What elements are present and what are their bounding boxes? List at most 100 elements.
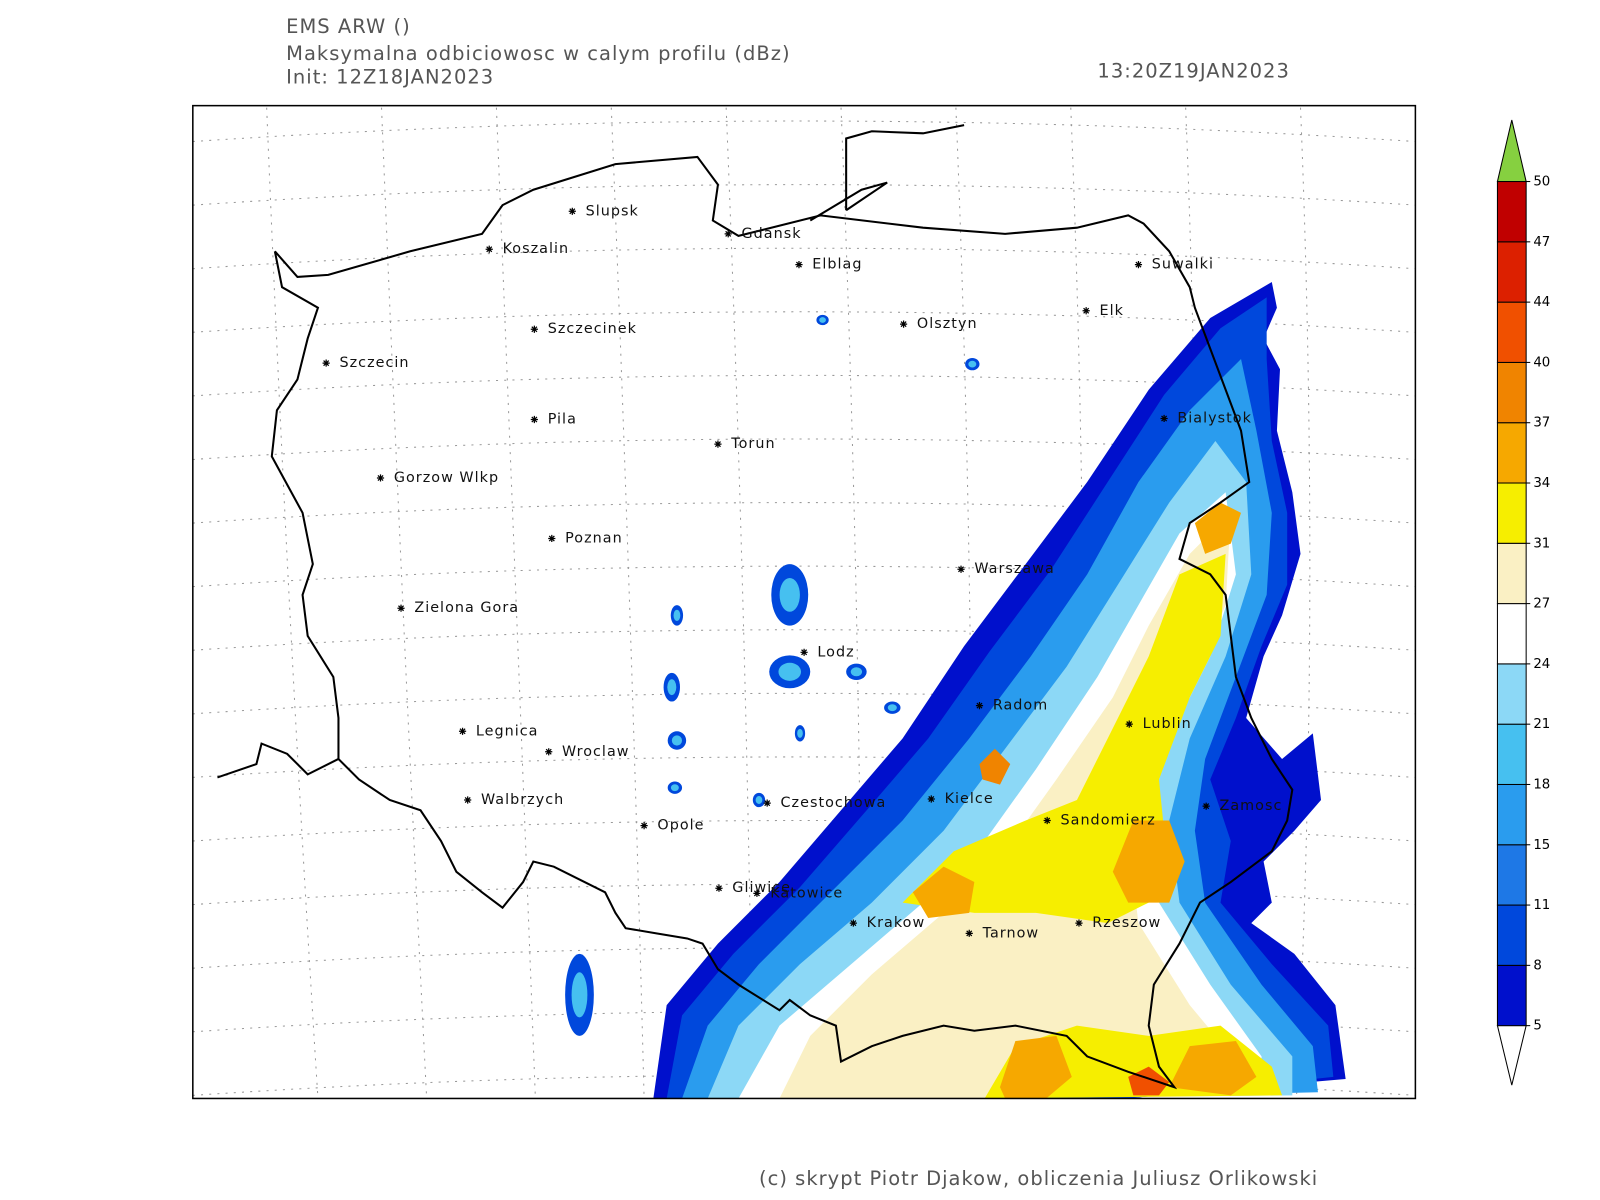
reflectivity-area xyxy=(779,512,1242,1099)
city-label: Zielona Gora xyxy=(414,600,519,616)
colorbar: 5 8 11 15 18 21 24 27 31 34 37 40 44 47 50 xyxy=(1496,119,1550,1086)
city-label: Legnica xyxy=(476,723,539,739)
graticule xyxy=(381,107,428,1099)
graticule xyxy=(610,107,645,1099)
coastline xyxy=(845,124,965,211)
colorbar-label: 24 xyxy=(1533,657,1550,672)
colorbar-below xyxy=(1496,1025,1527,1086)
city-label: Zamosc xyxy=(1219,798,1282,814)
reflectivity-area xyxy=(999,1035,1072,1099)
reflectivity-cell xyxy=(755,796,763,804)
city-label: Sandomierz xyxy=(1061,813,1156,829)
city-label: Suwalki xyxy=(1152,257,1214,273)
city-label: Slupsk xyxy=(586,203,639,219)
reflectivity-area xyxy=(1112,820,1185,903)
colorbar-band xyxy=(1496,361,1527,424)
city-label: Olsztyn xyxy=(917,316,978,332)
city-label: Bialystok xyxy=(1177,410,1251,426)
reflectivity-cell xyxy=(671,735,682,746)
city-label: Szczecin xyxy=(339,355,409,371)
city-label: Szczecinek xyxy=(548,321,637,337)
colorbar-label: 34 xyxy=(1533,476,1550,491)
city-marker xyxy=(1202,802,1210,810)
city-label: Elk xyxy=(1099,303,1123,319)
city-label: Wroclaw xyxy=(562,744,629,760)
graticule xyxy=(192,247,1416,270)
city-label: Czestochowa xyxy=(781,795,887,811)
graticule xyxy=(1295,107,1311,1099)
colorbar-band xyxy=(1496,301,1527,363)
valid-time: 13:20Z19JAN2023 xyxy=(1097,59,1289,82)
country-border xyxy=(270,155,1294,1090)
colorbar-band xyxy=(1496,422,1527,484)
city-marker xyxy=(753,889,761,897)
city-marker xyxy=(1125,720,1133,728)
colorbar-label: 18 xyxy=(1533,777,1550,792)
coastline xyxy=(809,181,888,222)
graticule xyxy=(192,120,1416,143)
header-line: Maksymalna odbiciowosc w calym profilu (… xyxy=(286,42,790,65)
reflectivity-cell xyxy=(850,667,863,677)
colorbar-label: 27 xyxy=(1533,597,1550,612)
graticule xyxy=(955,107,973,1099)
graticule xyxy=(193,1138,1416,1159)
reflectivity-area xyxy=(1169,1041,1257,1096)
colorbar-band xyxy=(1496,482,1527,544)
colorbar-band xyxy=(1496,964,1527,1027)
city-marker xyxy=(397,604,405,612)
reflectivity-cell xyxy=(797,728,803,738)
reflectivity-cell xyxy=(887,704,897,712)
city-marker xyxy=(530,325,538,333)
city-marker xyxy=(376,474,385,482)
colorbar-band xyxy=(1496,241,1527,303)
city-marker xyxy=(899,320,908,328)
city-label: Torun xyxy=(730,436,775,452)
graticule xyxy=(266,107,319,1099)
city-marker xyxy=(530,415,538,424)
city-marker xyxy=(458,727,467,735)
city-marker xyxy=(724,230,732,238)
colorbar-label: 15 xyxy=(1533,838,1550,853)
colorbar-band xyxy=(1496,844,1527,906)
city-label: Rzeszow xyxy=(1092,915,1161,931)
graticule xyxy=(725,107,754,1099)
colorbar-label: 37 xyxy=(1533,416,1550,431)
city-marker xyxy=(322,359,330,367)
city-marker xyxy=(1082,307,1090,315)
city-label: Krakow xyxy=(867,915,926,931)
city-marker xyxy=(485,245,493,253)
reflectivity-cell xyxy=(673,609,681,622)
credit: (c) skrypt Piotr Djakow, obliczenia Juli… xyxy=(759,1167,1318,1190)
colorbar-band xyxy=(1496,603,1527,665)
header-line: EMS ARW () xyxy=(286,15,411,38)
city-marker xyxy=(568,207,576,215)
city-marker xyxy=(1134,261,1143,269)
city-marker xyxy=(975,702,984,710)
city-label: Elblag xyxy=(812,257,862,273)
city-label: Lublin xyxy=(1143,716,1192,732)
reflectivity-cell xyxy=(778,662,802,681)
reflectivity-cell xyxy=(670,784,679,792)
reflectivity-area xyxy=(1194,502,1242,554)
colorbar-above xyxy=(1496,119,1527,183)
city-label: Gliwice xyxy=(732,880,791,896)
graticule xyxy=(192,184,1416,206)
colorbar-band xyxy=(1496,783,1527,846)
reflectivity-area xyxy=(979,748,1011,785)
city-marker xyxy=(965,929,973,937)
reflectivity-cell xyxy=(571,972,588,1018)
city-marker xyxy=(714,440,722,448)
city-label: Lodz xyxy=(817,644,854,660)
colorbar-band xyxy=(1496,663,1527,725)
colorbar-label: 8 xyxy=(1533,958,1541,973)
city-marker xyxy=(548,534,556,543)
city-label: Opole xyxy=(657,818,704,834)
city-marker xyxy=(640,822,648,830)
city-marker xyxy=(957,565,965,573)
city-label: Radom xyxy=(993,698,1048,714)
city-marker xyxy=(1075,919,1083,927)
colorbar-label: 44 xyxy=(1533,295,1550,310)
city-marker xyxy=(763,799,771,807)
city-marker xyxy=(1160,414,1168,423)
